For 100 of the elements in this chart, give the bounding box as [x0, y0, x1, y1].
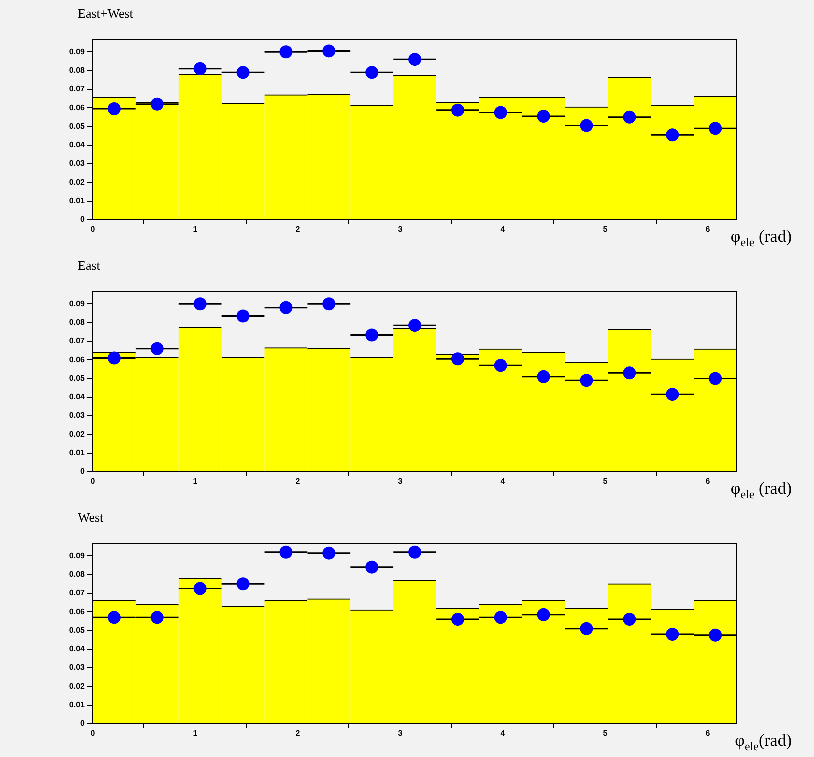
- point: [236, 66, 250, 80]
- x-tick-label: 0: [90, 225, 96, 234]
- x-tick-label: 0: [90, 729, 96, 738]
- point: [537, 608, 550, 622]
- x-tick-label: 6: [706, 477, 711, 486]
- x-tick-label: 5: [603, 225, 608, 234]
- y-tick-label: 0.03: [69, 663, 86, 672]
- point: [452, 104, 464, 117]
- x-tick-label: 2: [296, 729, 301, 738]
- point: [580, 119, 594, 132]
- x-tick-label: 3: [398, 477, 404, 486]
- point: [150, 98, 164, 111]
- point: [709, 122, 722, 136]
- point: [108, 611, 121, 624]
- point: [108, 102, 121, 116]
- y-tick-label: 0.06: [69, 355, 86, 364]
- point: [408, 546, 422, 559]
- x-axis-title: φ$_{ele}$(rad): [735, 730, 792, 754]
- y-tick-label: 0.07: [69, 84, 86, 94]
- x-tick-label: 0: [90, 477, 96, 486]
- point: [194, 298, 207, 311]
- y-tick-label: 0.06: [69, 103, 86, 112]
- y-tick-label: 0: [80, 467, 86, 476]
- y-tick-label: 0.02: [69, 682, 86, 691]
- point: [280, 301, 293, 314]
- y-tick-label: 0.01: [69, 196, 86, 206]
- x-tick-label: 4: [500, 477, 506, 486]
- point: [366, 560, 379, 574]
- point: [452, 613, 464, 626]
- point: [537, 110, 550, 123]
- y-tick-label: 0.09: [69, 299, 86, 308]
- x-tick-label: 3: [398, 729, 404, 738]
- y-tick-label: 0.08: [69, 66, 86, 75]
- y-tick-label: 0.02: [69, 178, 86, 187]
- y-tick-label: 0.03: [69, 411, 86, 420]
- x-tick-label: 2: [296, 477, 301, 486]
- point: [194, 582, 207, 596]
- chart-title: West: [78, 510, 104, 526]
- point: [150, 611, 164, 624]
- y-tick-label: 0.07: [69, 336, 86, 346]
- y-tick-label: 0.01: [69, 448, 86, 458]
- x-tick-label: 4: [500, 729, 506, 738]
- point: [408, 53, 422, 66]
- x-tick-label: 1: [193, 477, 198, 486]
- y-tick-label: 0.01: [69, 700, 86, 710]
- point: [322, 546, 336, 560]
- y-tick-label: 0.04: [69, 644, 86, 654]
- y-tick-label: 0.08: [69, 318, 86, 327]
- point: [108, 352, 121, 365]
- point: [580, 622, 594, 636]
- point: [623, 366, 636, 380]
- y-tick-label: 0.04: [69, 140, 86, 150]
- point: [580, 374, 594, 388]
- y-tick-label: 0.02: [69, 430, 86, 439]
- point: [537, 370, 550, 384]
- point: [666, 128, 680, 142]
- point: [322, 44, 336, 58]
- y-tick-label: 0.03: [69, 159, 86, 168]
- point: [494, 611, 508, 624]
- point: [623, 110, 636, 124]
- x-axis-title: φ$_{ele}$ (rad): [730, 226, 792, 250]
- point: [452, 352, 464, 366]
- chart-title: East: [78, 258, 100, 274]
- x-tick-label: 1: [193, 225, 198, 234]
- point: [366, 66, 379, 80]
- y-tick-label: 0.09: [69, 47, 86, 56]
- y-tick-label: 0.09: [69, 551, 86, 560]
- x-tick-label: 3: [398, 225, 404, 234]
- point: [494, 359, 508, 372]
- point: [666, 388, 680, 402]
- point: [366, 328, 379, 342]
- x-tick-label: 4: [500, 225, 506, 234]
- y-tick-label: 0.07: [69, 588, 86, 598]
- y-tick-label: 0.04: [69, 392, 86, 402]
- x-tick-label: 2: [296, 225, 301, 234]
- y-tick-label: 0.06: [69, 607, 86, 616]
- point: [709, 628, 722, 642]
- y-tick-label: 0: [80, 215, 86, 224]
- y-tick-label: 0.05: [69, 626, 86, 635]
- point: [280, 546, 293, 559]
- point: [666, 628, 680, 641]
- point: [150, 342, 164, 356]
- y-tick-label: 0: [80, 719, 86, 728]
- y-tick-label: 0.05: [69, 374, 86, 383]
- point: [236, 578, 250, 591]
- point: [194, 62, 207, 76]
- y-tick-label: 0.05: [69, 122, 86, 131]
- x-tick-label: 5: [603, 729, 608, 738]
- point: [623, 613, 636, 626]
- point: [280, 46, 293, 59]
- y-tick-label: 0.08: [69, 570, 86, 579]
- point: [494, 106, 508, 120]
- x-axis-title: φ$_{ele}$ (rad): [730, 478, 792, 502]
- point: [322, 298, 336, 311]
- x-tick-label: 6: [706, 729, 711, 738]
- x-tick-label: 1: [193, 729, 198, 738]
- chart-title: East+West: [78, 6, 134, 22]
- point: [408, 319, 422, 332]
- x-tick-label: 5: [603, 477, 608, 486]
- x-tick-label: 6: [706, 225, 711, 234]
